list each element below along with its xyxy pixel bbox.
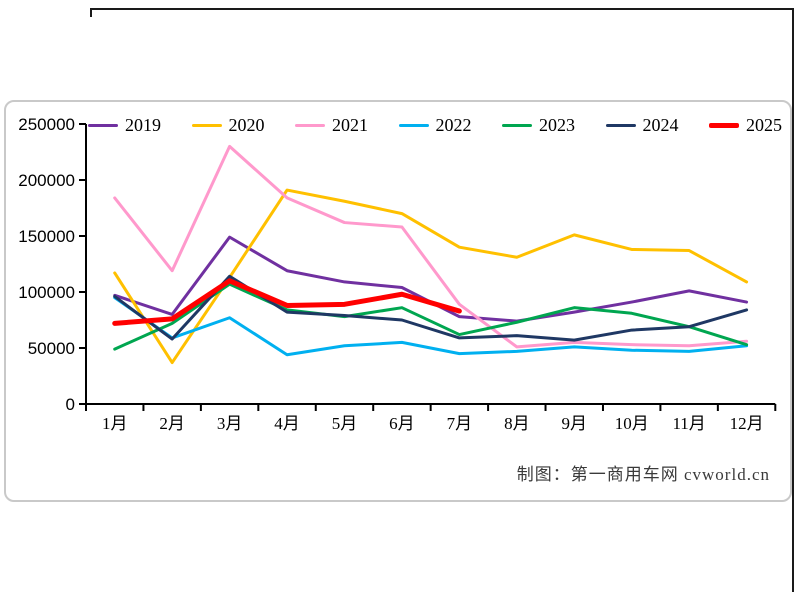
x-axis-label: 12月 (730, 414, 764, 433)
x-axis-label: 7月 (447, 414, 473, 433)
legend-label: 2023 (539, 115, 575, 135)
series-line-2021 (113, 144, 749, 349)
legend-item-2023: 2023 (502, 116, 575, 134)
x-axis-label: 5月 (332, 414, 358, 433)
x-axis-label: 10月 (615, 414, 649, 433)
series-line-2025 (112, 278, 462, 326)
legend-swatch-2024 (605, 123, 636, 127)
x-axis-label: 8月 (504, 414, 530, 433)
series-line-2023 (113, 282, 749, 351)
legend-swatch-2022 (398, 123, 429, 127)
x-axis-label: 1月 (102, 414, 128, 433)
legend-swatch-2025 (709, 122, 739, 128)
legend-swatch-2020 (191, 123, 222, 127)
legend-swatch-2021 (295, 123, 325, 127)
legend-item-2022: 2022 (398, 115, 472, 135)
legend-label: 2019 (125, 115, 161, 135)
x-axis-label: 11月 (672, 414, 705, 433)
y-axis-label: 150000 (18, 227, 75, 246)
legend-item-2025: 2025 (709, 116, 782, 134)
y-axis-label: 250000 (18, 115, 75, 134)
legend-item-2024: 2024 (605, 115, 679, 135)
image-border-right (792, 8, 794, 592)
y-axis-label: 200000 (18, 171, 75, 190)
legend-item-2019: 2019 (88, 116, 161, 134)
y-axis-label: 0 (66, 395, 75, 414)
y-axis-label: 100000 (18, 283, 75, 302)
series-line-2020 (113, 188, 749, 365)
series-line-2022 (113, 296, 749, 357)
legend-item-2021: 2021 (295, 116, 368, 134)
legend-swatch-2023 (502, 123, 532, 127)
chart-caption: 制图：第一商用车网 cvworld.cn (516, 465, 770, 484)
image-border-top (90, 8, 794, 10)
legend-label: 2025 (746, 115, 782, 135)
y-axis-label: 50000 (28, 339, 75, 358)
chart-legend: 2019 2020 2021 2022 2023 2024 2025 (88, 114, 782, 136)
legend-swatch-2019 (88, 123, 118, 127)
legend-label: 2024 (642, 115, 679, 135)
x-axis-label: 2月 (159, 414, 185, 433)
x-axis-label: 4月 (274, 414, 300, 433)
legend-label: 2022 (435, 115, 472, 135)
legend-item-2020: 2020 (191, 115, 265, 135)
legend-label: 2020 (228, 115, 265, 135)
image-border-corner (90, 8, 92, 17)
x-axis-label: 3月 (217, 414, 243, 433)
x-axis-label: 9月 (562, 414, 588, 433)
x-axis-label: 6月 (389, 414, 415, 433)
legend-label: 2021 (332, 115, 368, 135)
